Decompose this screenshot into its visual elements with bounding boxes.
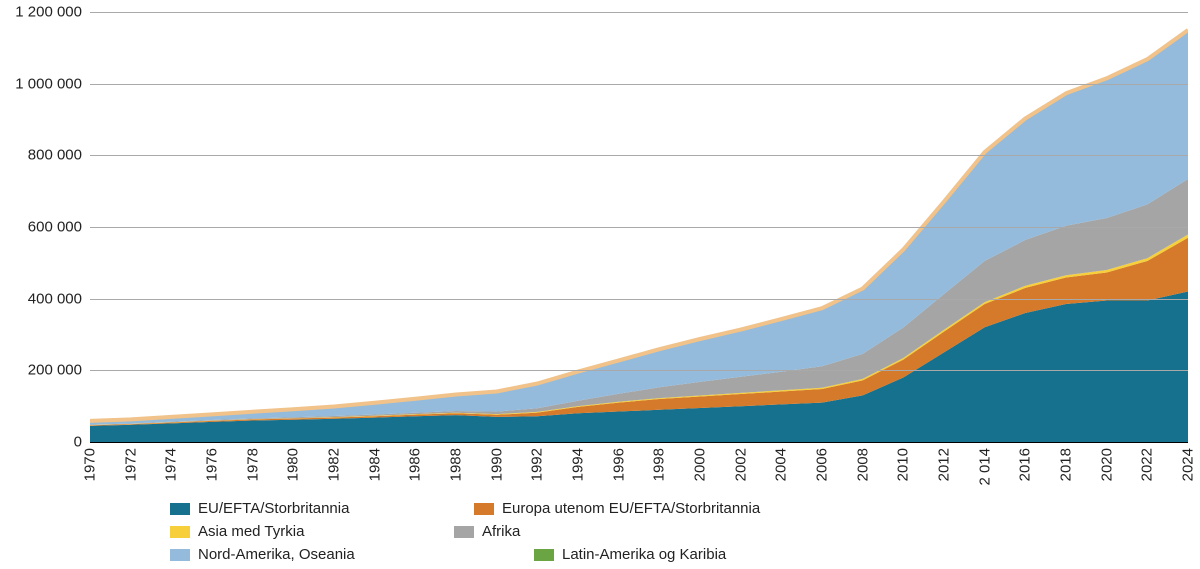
y-axis-label: 1 000 000: [15, 75, 90, 92]
legend-item-europe_other: Europa utenom EU/EFTA/Storbritannia: [474, 500, 814, 517]
x-axis-label: 2018: [1058, 448, 1075, 481]
x-axis-label: 2002: [732, 448, 749, 481]
legend-label: EU/EFTA/Storbritannia: [198, 500, 349, 517]
gridline: [90, 12, 1188, 13]
legend-item-asia_turkey: Asia med Tyrkia: [170, 523, 430, 540]
x-axis-label: 1992: [529, 448, 546, 481]
x-axis-label: 1972: [122, 448, 139, 481]
plot-area: 0200 000400 000600 000800 0001 000 0001 …: [90, 12, 1188, 442]
x-axis-label: 1994: [570, 448, 587, 481]
x-axis-label: 1990: [488, 448, 505, 481]
legend-swatch: [170, 549, 190, 561]
y-axis-label: 600 000: [28, 219, 90, 236]
stacked-area-chart: 0200 000400 000600 000800 0001 000 0001 …: [0, 0, 1200, 558]
x-axis-label: 2006: [814, 448, 831, 481]
x-axis-label: 1978: [244, 448, 261, 481]
legend-swatch: [170, 526, 190, 538]
x-axis-label: 1976: [204, 448, 221, 481]
x-axis-label: 1984: [366, 448, 383, 481]
x-axis-label: 1996: [610, 448, 627, 481]
x-axis-label: 1974: [163, 448, 180, 481]
gridline: [90, 370, 1188, 371]
legend-swatch: [474, 503, 494, 515]
x-axis-label: 2000: [692, 448, 709, 481]
x-axis-label: 1998: [651, 448, 668, 481]
x-axis-label: 1982: [326, 448, 343, 481]
x-axis-label: 2010: [895, 448, 912, 481]
y-axis-label: 800 000: [28, 147, 90, 164]
legend-item-latin_america_caribbean: Latin-Amerika og Karibia: [534, 546, 794, 563]
x-axis-label: 1980: [285, 448, 302, 481]
legend-label: Nord-Amerika, Oseania: [198, 546, 355, 563]
legend-label: Europa utenom EU/EFTA/Storbritannia: [502, 500, 760, 517]
x-axis-label: 2004: [773, 448, 790, 481]
x-axis-label: 2022: [1139, 448, 1156, 481]
x-axis-label: 2012: [936, 448, 953, 481]
legend-item-north_america_oceania: Nord-Amerika, Oseania: [170, 546, 510, 563]
gridline: [90, 299, 1188, 300]
chart-legend: EU/EFTA/Storbritannia Europa utenom EU/EF…: [170, 500, 1050, 569]
gridline: [90, 155, 1188, 156]
legend-swatch: [454, 526, 474, 538]
x-axis-label: 2008: [854, 448, 871, 481]
y-axis-label: 1 200 000: [15, 4, 90, 21]
legend-swatch: [170, 503, 190, 515]
x-axis-label: 2 014: [976, 448, 993, 486]
x-axis-label: 1986: [407, 448, 424, 481]
x-axis-label: 2024: [1180, 448, 1197, 481]
y-axis-label: 200 000: [28, 362, 90, 379]
x-axis-label: 2020: [1098, 448, 1115, 481]
x-axis-label: 2016: [1017, 448, 1034, 481]
legend-swatch: [534, 549, 554, 561]
y-axis-label: 400 000: [28, 290, 90, 307]
legend-label: Latin-Amerika og Karibia: [562, 546, 726, 563]
x-axis-label: 1970: [82, 448, 99, 481]
gridline: [90, 84, 1188, 85]
legend-item-eu_efta_uk: EU/EFTA/Storbritannia: [170, 500, 450, 517]
gridline: [90, 442, 1188, 443]
gridline: [90, 227, 1188, 228]
x-axis-label: 1988: [448, 448, 465, 481]
legend-label: Afrika: [482, 523, 520, 540]
legend-item-africa: Afrika: [454, 523, 734, 540]
legend-label: Asia med Tyrkia: [198, 523, 304, 540]
